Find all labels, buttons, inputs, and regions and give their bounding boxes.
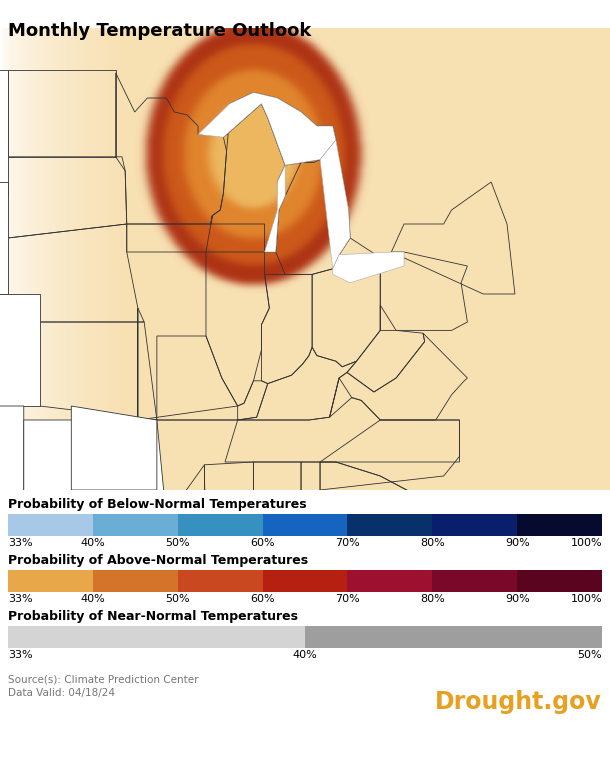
- Bar: [517, 514, 602, 536]
- Text: 100%: 100%: [570, 594, 602, 604]
- Text: 90%: 90%: [504, 538, 529, 548]
- Text: Drought.gov: Drought.gov: [436, 690, 602, 714]
- Text: 60%: 60%: [250, 594, 275, 604]
- Bar: [262, 514, 348, 536]
- Bar: [8, 570, 93, 592]
- Text: 60%: 60%: [250, 538, 275, 548]
- Text: 80%: 80%: [420, 538, 445, 548]
- Polygon shape: [24, 420, 167, 658]
- Text: 40%: 40%: [81, 594, 106, 604]
- Bar: [348, 570, 432, 592]
- Bar: [93, 570, 178, 592]
- Text: 70%: 70%: [335, 538, 360, 548]
- Polygon shape: [0, 294, 40, 406]
- Text: 50%: 50%: [165, 538, 190, 548]
- Text: Monthly Temperature Outlook: Monthly Temperature Outlook: [8, 22, 311, 40]
- Bar: [93, 514, 178, 536]
- Text: 70%: 70%: [335, 594, 360, 604]
- Polygon shape: [0, 70, 8, 196]
- Text: 33%: 33%: [8, 538, 32, 548]
- Polygon shape: [71, 406, 157, 490]
- Polygon shape: [332, 252, 404, 283]
- Polygon shape: [0, 182, 8, 294]
- Text: 80%: 80%: [420, 594, 445, 604]
- Bar: [432, 514, 517, 536]
- Text: 50%: 50%: [578, 650, 602, 660]
- Polygon shape: [320, 140, 350, 269]
- Bar: [178, 514, 262, 536]
- Bar: [517, 570, 602, 592]
- Text: Probability of Above-Normal Temperatures: Probability of Above-Normal Temperatures: [8, 554, 308, 567]
- Text: 90%: 90%: [504, 594, 529, 604]
- Text: 50%: 50%: [165, 594, 190, 604]
- Text: 33%: 33%: [8, 594, 32, 604]
- Bar: [305, 626, 602, 648]
- Text: Probability of Below-Normal Temperatures: Probability of Below-Normal Temperatures: [8, 498, 307, 511]
- Bar: [262, 570, 348, 592]
- Text: 40%: 40%: [293, 650, 317, 660]
- Polygon shape: [265, 165, 285, 252]
- Bar: [432, 570, 517, 592]
- Polygon shape: [198, 92, 336, 165]
- Text: Source(s): Climate Prediction Center: Source(s): Climate Prediction Center: [8, 674, 198, 684]
- Bar: [8, 626, 305, 648]
- Text: 33%: 33%: [8, 650, 32, 660]
- Text: Probability of Near-Normal Temperatures: Probability of Near-Normal Temperatures: [8, 610, 298, 623]
- Bar: [8, 514, 93, 536]
- Polygon shape: [0, 406, 24, 565]
- Bar: [178, 570, 262, 592]
- Text: 40%: 40%: [81, 538, 106, 548]
- Text: 100%: 100%: [570, 538, 602, 548]
- Bar: [348, 514, 432, 536]
- Text: Data Valid: 04/18/24: Data Valid: 04/18/24: [8, 688, 115, 698]
